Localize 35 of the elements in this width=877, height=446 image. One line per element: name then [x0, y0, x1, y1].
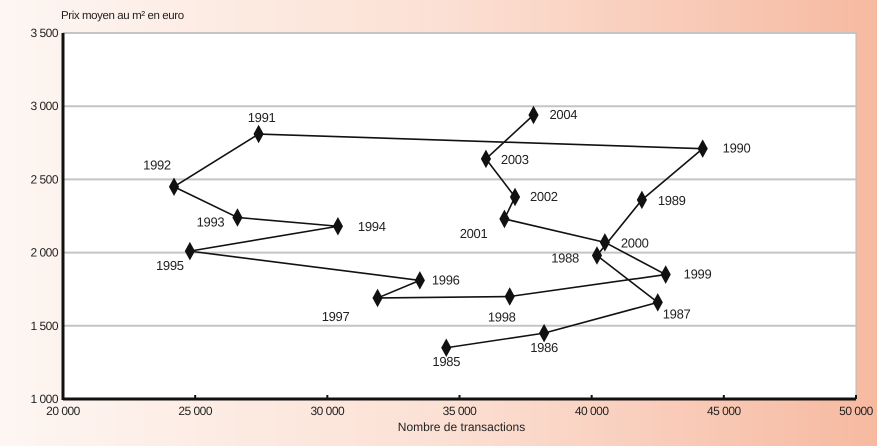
annotation: 1992 — [143, 158, 171, 173]
y-tick-label: 1 000 — [30, 392, 59, 406]
annotation: 2002 — [530, 188, 558, 204]
y-tick-label: 1 500 — [30, 318, 59, 333]
annotation: 2003 — [500, 152, 529, 167]
y-tick-label: 3 500 — [30, 26, 59, 40]
annotation: 1996 — [432, 272, 460, 288]
annotation: 1997 — [322, 308, 350, 324]
annotation: 1988 — [551, 250, 580, 266]
annotation: 1989 — [658, 192, 686, 208]
x-tick-label: 50 000 — [839, 404, 874, 418]
annotation: 1998 — [488, 310, 516, 325]
annotation: 1991 — [248, 110, 276, 126]
x-axis-title: Nombre de transactions — [398, 420, 526, 434]
x-tick-label: 45 000 — [706, 404, 742, 418]
annotation: 2000 — [620, 235, 649, 250]
y-tick-label: 2 000 — [30, 246, 59, 260]
x-tick-label: 30 000 — [310, 404, 346, 418]
x-tick-label: 40 000 — [574, 404, 610, 418]
y-tick-label: 2 500 — [30, 172, 59, 186]
x-tick-label: 35 000 — [442, 404, 478, 418]
annotation: 1994 — [358, 219, 386, 234]
annotation: 1993 — [196, 214, 224, 230]
x-tick-label: 20 000 — [46, 404, 81, 418]
annotation: 2004 — [550, 106, 578, 122]
annotation: 1999 — [684, 266, 712, 282]
annotation: 2001 — [460, 226, 488, 241]
y-tick-label: 3 000 — [30, 99, 59, 114]
annotation: 1985 — [432, 354, 460, 369]
annotation: 1987 — [662, 306, 691, 322]
annotation: 1990 — [722, 140, 750, 156]
annotation: 1986 — [530, 340, 558, 356]
x-tick-label: 25 000 — [178, 404, 213, 418]
annotation: 1995 — [156, 258, 184, 274]
y-axis-title: Prix moyen au m² en euro — [61, 10, 184, 22]
